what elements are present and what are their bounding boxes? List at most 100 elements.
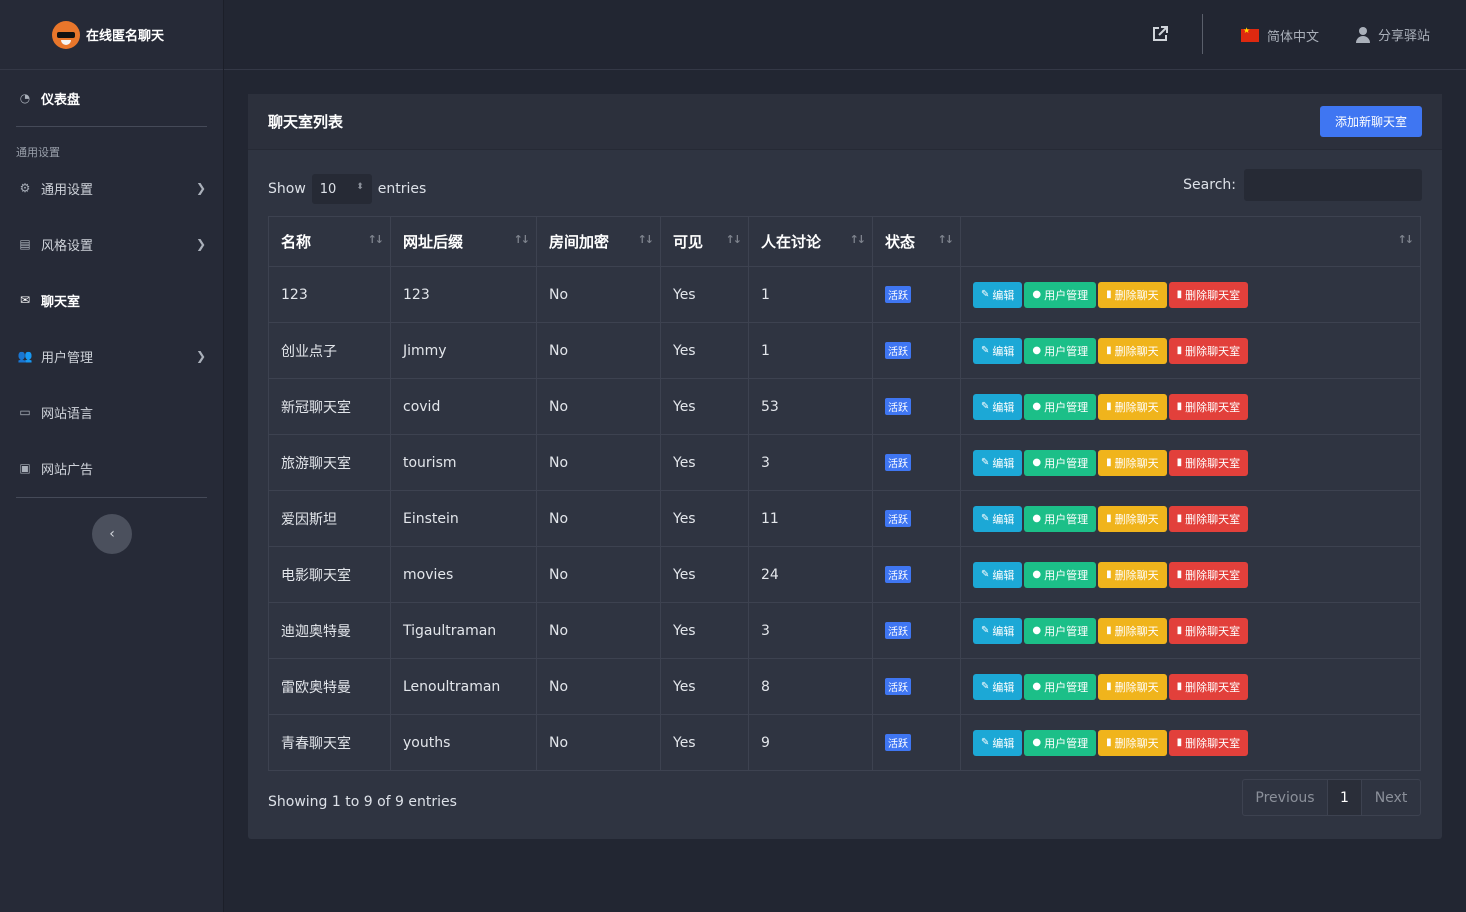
delete-chat-button[interactable]: ▮ 删除聊天 <box>1098 673 1167 700</box>
delete-room-button[interactable]: ▮ 删除聊天室 <box>1168 673 1249 700</box>
delete-chat-button[interactable]: ▮ 删除聊天 <box>1098 281 1167 308</box>
user-management-button[interactable]: ● 用户管理 <box>1024 505 1097 532</box>
table-row: 青春聊天室 youths No Yes 9 活跃 ✎ 编辑 ● 用户管理 ▮ 删除聊天 ▮ 删除聊天室 <box>268 714 1421 771</box>
edit-icon: ✎ <box>981 681 990 692</box>
user-management-button[interactable]: ● 用户管理 <box>1024 673 1097 700</box>
sort-icon: ↑↓ <box>367 233 385 246</box>
add-chatroom-button[interactable]: 添加新聊天室 <box>1320 106 1422 137</box>
sidebar-item-chatroom[interactable]: ✉ 聊天室 <box>0 280 224 320</box>
cell-status: 活跃 <box>872 714 961 771</box>
cell-encrypted: No <box>536 546 661 603</box>
delete-room-button[interactable]: ▮ 删除聊天室 <box>1168 617 1249 644</box>
trash-icon: ▮ <box>1106 513 1112 524</box>
delete-chat-button[interactable]: ▮ 删除聊天 <box>1098 729 1167 756</box>
cell-status: 活跃 <box>872 658 961 715</box>
edit-button[interactable]: ✎ 编辑 <box>973 617 1023 644</box>
sort-icon: ↑↓ <box>1397 233 1415 246</box>
sidebar-item-language[interactable]: ▭ 网站语言 <box>0 392 224 432</box>
cell-encrypted: No <box>536 714 661 771</box>
column-header-actions[interactable]: ↑↓ <box>960 216 1421 267</box>
edit-button[interactable]: ✎ 编辑 <box>973 337 1023 364</box>
users-label: 用户管理 <box>1044 736 1089 750</box>
cell-slug: 123 <box>390 266 537 323</box>
table-row: 创业点子 Jimmy No Yes 1 活跃 ✎ 编辑 ● 用户管理 ▮ 删除聊天 ▮ 删除聊天室 <box>268 322 1421 379</box>
pagination-previous[interactable]: Previous <box>1243 780 1328 815</box>
sidebar-item-dashboard[interactable]: ◔ 仪表盘 <box>0 78 224 118</box>
logo-icon <box>52 20 80 49</box>
sidebar-item-users[interactable]: 👥 用户管理 ❯ <box>0 336 224 376</box>
pagination-next[interactable]: Next <box>1374 789 1408 806</box>
column-header-status[interactable]: 状态 ↑↓ <box>872 216 961 267</box>
cell-actions: ✎ 编辑 ● 用户管理 ▮ 删除聊天 ▮ 删除聊天室 <box>960 266 1421 323</box>
share-label: 分享驿站 <box>1378 29 1431 44</box>
sidebar-collapse-button[interactable]: ‹ <box>92 514 132 554</box>
sidebar-item-label: 用户管理 <box>41 350 94 366</box>
trash-icon: ▮ <box>1106 401 1112 412</box>
delete-room-button[interactable]: ▮ 删除聊天室 <box>1168 729 1249 756</box>
delete-room-button[interactable]: ▮ 删除聊天室 <box>1168 337 1249 364</box>
status-badge: 活跃 <box>885 510 911 527</box>
user-management-button[interactable]: ● 用户管理 <box>1024 281 1097 308</box>
delete-room-button[interactable]: ▮ 删除聊天室 <box>1168 505 1249 532</box>
sidebar-item-label: 聊天室 <box>41 294 81 310</box>
external-link-icon[interactable] <box>1151 25 1169 43</box>
section-header: 通用设置 <box>16 146 60 159</box>
status-badge: 活跃 <box>885 398 911 415</box>
delete-chat-button[interactable]: ▮ 删除聊天 <box>1098 393 1167 420</box>
delete-chat-button[interactable]: ▮ 删除聊天 <box>1098 337 1167 364</box>
sidebar-item-ads[interactable]: ▣ 网站广告 <box>0 448 224 488</box>
cell-slug: Lenoultraman <box>390 658 537 715</box>
trash-icon: ▮ <box>1176 513 1183 524</box>
entries-select[interactable]: 10 <box>311 174 372 204</box>
cell-name: 迪迦奥特曼 <box>268 602 391 659</box>
edit-button[interactable]: ✎ 编辑 <box>973 449 1023 476</box>
user-management-button[interactable]: ● 用户管理 <box>1024 337 1097 364</box>
column-header-name[interactable]: 名称 ↑↓ <box>268 216 391 267</box>
share-link[interactable]: 分享驿站 <box>1356 25 1430 44</box>
cell-encrypted: No <box>536 266 661 323</box>
language-icon: ▭ <box>19 405 31 419</box>
delete-chat-button[interactable]: ▮ 删除聊天 <box>1098 561 1167 588</box>
sort-icon: ↑↓ <box>937 233 955 246</box>
delete-room-button[interactable]: ▮ 删除聊天室 <box>1168 393 1249 420</box>
search-input[interactable] <box>1244 169 1422 201</box>
column-header-count[interactable]: 人在讨论 ↑↓ <box>748 216 873 267</box>
delete-room-button[interactable]: ▮ 删除聊天室 <box>1168 281 1249 308</box>
user-management-button[interactable]: ● 用户管理 <box>1024 449 1097 476</box>
column-header-visible[interactable]: 可见 ↑↓ <box>660 216 749 267</box>
trash-icon: ▮ <box>1106 569 1112 580</box>
edit-button[interactable]: ✎ 编辑 <box>973 729 1023 756</box>
sidebar: 在线匿名聊天 ◔ 仪表盘 通用设置 ⚙ 通用设置 ❯ ▤ 风格设置 ❯ ✉ 聊天… <box>0 0 224 912</box>
pagination-page-1[interactable]: 1 <box>1328 780 1362 815</box>
user-management-button[interactable]: ● 用户管理 <box>1024 561 1097 588</box>
cell-actions: ✎ 编辑 ● 用户管理 ▮ 删除聊天 ▮ 删除聊天室 <box>960 714 1421 771</box>
user-management-button[interactable]: ● 用户管理 <box>1024 617 1097 644</box>
users-icon: ● <box>1032 401 1042 412</box>
cell-slug: movies <box>390 546 537 603</box>
cell-visible: Yes <box>660 322 749 379</box>
column-header-encrypted[interactable]: 房间加密 ↑↓ <box>536 216 661 267</box>
edit-button[interactable]: ✎ 编辑 <box>973 561 1023 588</box>
edit-button[interactable]: ✎ 编辑 <box>973 505 1023 532</box>
delete-room-button[interactable]: ▮ 删除聊天室 <box>1168 449 1249 476</box>
sidebar-item-general[interactable]: ⚙ 通用设置 ❯ <box>0 168 224 208</box>
edit-label: 编辑 <box>992 288 1015 302</box>
column-header-slug[interactable]: 网址后缀 ↑↓ <box>390 216 537 267</box>
cell-count: 3 <box>748 434 873 491</box>
delete-chat-button[interactable]: ▮ 删除聊天 <box>1098 449 1167 476</box>
edit-button[interactable]: ✎ 编辑 <box>973 673 1023 700</box>
edit-button[interactable]: ✎ 编辑 <box>973 281 1023 308</box>
delete-chat-button[interactable]: ▮ 删除聊天 <box>1098 617 1167 644</box>
users-icon: ● <box>1032 625 1042 636</box>
brand[interactable]: 在线匿名聊天 <box>0 0 223 70</box>
edit-icon: ✎ <box>981 401 990 412</box>
language-selector[interactable]: 简体中文 <box>1241 26 1319 45</box>
delete-room-button[interactable]: ▮ 删除聊天室 <box>1168 561 1249 588</box>
divider <box>16 126 207 127</box>
edit-button[interactable]: ✎ 编辑 <box>973 393 1023 420</box>
cell-visible: Yes <box>660 378 749 435</box>
user-management-button[interactable]: ● 用户管理 <box>1024 393 1097 420</box>
sidebar-item-style[interactable]: ▤ 风格设置 ❯ <box>0 224 224 264</box>
user-management-button[interactable]: ● 用户管理 <box>1024 729 1097 756</box>
delete-chat-button[interactable]: ▮ 删除聊天 <box>1098 505 1167 532</box>
